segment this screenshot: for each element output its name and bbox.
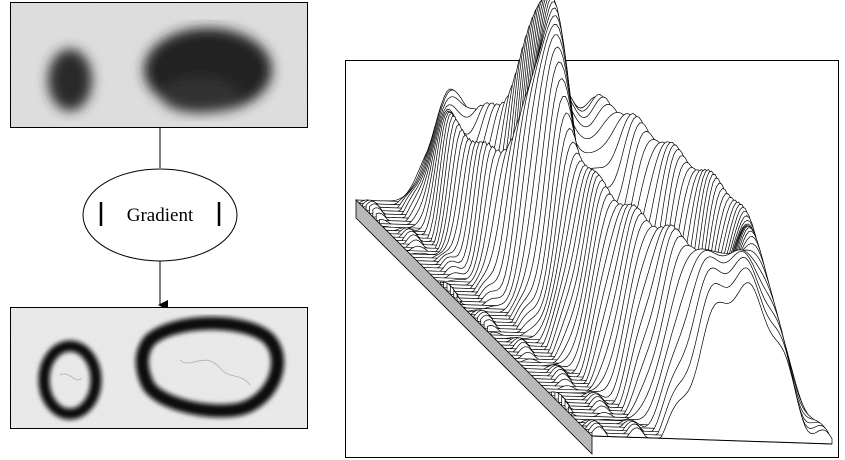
diagram: Gradient <box>0 0 845 460</box>
input-image <box>11 3 307 127</box>
node-label: Gradient <box>127 205 194 226</box>
output-image <box>11 308 307 428</box>
page: Gradient (() => { const data = JSON.pars… <box>0 0 845 460</box>
